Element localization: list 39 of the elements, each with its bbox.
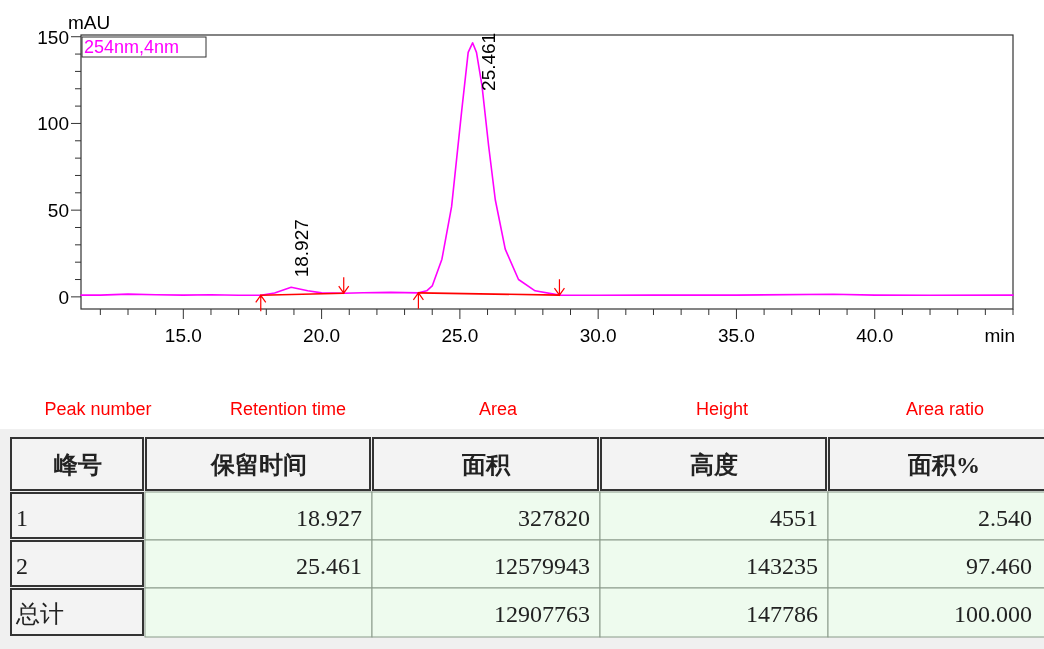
- category-label: 高度: [690, 451, 738, 478]
- x-tick-label: 20.0: [303, 325, 341, 346]
- y-tick-label: 100: [37, 113, 69, 135]
- category-label: 保留时间: [209, 452, 307, 478]
- x-axis-title: min: [984, 325, 1015, 346]
- legend: 254nm,4nm: [84, 37, 180, 57]
- text: 25.461: [296, 553, 362, 579]
- x-tick-label: 40.0: [856, 325, 894, 346]
- text: Height: [695, 399, 749, 419]
- text: 18.927: [296, 505, 362, 531]
- y-tick-label: 150: [37, 26, 69, 48]
- text: 12907763: [494, 601, 590, 627]
- text: Area: [478, 399, 518, 419]
- category-label: 峰号: [53, 452, 102, 478]
- text: 97.460: [966, 553, 1032, 579]
- annotation: 18.927: [290, 219, 312, 278]
- x-tick-label: 35.0: [717, 325, 755, 346]
- category-label: 总计: [16, 601, 64, 627]
- text: 12579943: [494, 553, 590, 579]
- category-label: 1: [16, 505, 28, 531]
- x-tick-label: 25.0: [441, 325, 479, 346]
- y-tick-label: 0: [58, 286, 69, 308]
- text: 2.540: [978, 505, 1032, 531]
- text: Area ratio: [905, 399, 985, 419]
- text: 4551: [770, 505, 818, 531]
- text: Peak number: [44, 399, 152, 419]
- y-axis-title: mAU: [68, 12, 111, 33]
- text: Retention time: [229, 399, 347, 419]
- text: 327820: [518, 505, 590, 531]
- text: 147786: [746, 601, 818, 627]
- y-tick-label: 50: [47, 200, 69, 222]
- category-label: 面积%: [907, 452, 980, 478]
- text: 143235: [746, 553, 818, 579]
- category-label: 2: [16, 553, 28, 579]
- annotation: 25.461: [477, 32, 499, 91]
- category-label: 面积: [461, 452, 511, 478]
- text: 100.000: [954, 601, 1032, 627]
- x-tick-label: 15.0: [164, 325, 202, 346]
- x-tick-label: 30.0: [579, 325, 617, 346]
